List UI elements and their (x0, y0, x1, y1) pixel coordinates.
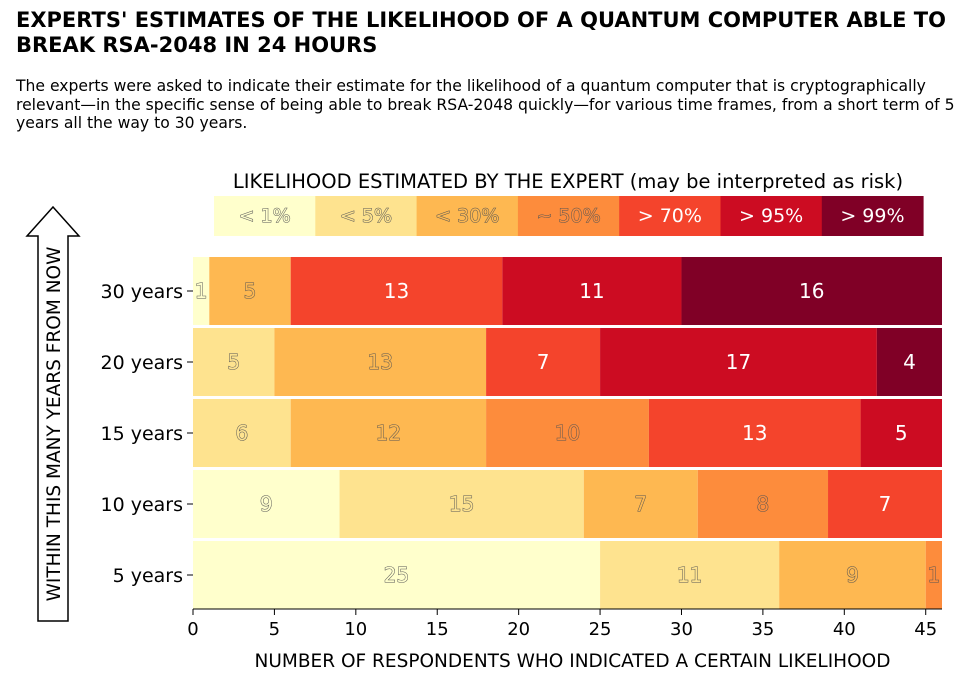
bar-value-label: 10 (555, 421, 580, 445)
bar-segment (600, 541, 780, 609)
bar-segment (193, 399, 291, 467)
bar-value-label: 13 (742, 421, 767, 445)
bar-value-label: 17 (726, 350, 751, 374)
y-tick-label: 20 years (100, 352, 183, 374)
x-tick-label: 35 (751, 619, 774, 640)
bar-segment (486, 399, 649, 467)
legend-swatch (720, 196, 823, 236)
bar-segment (193, 328, 275, 396)
bar-value-label: 6 (235, 421, 248, 445)
bar-value-label: 5 (227, 350, 240, 374)
bar-segment (486, 328, 601, 396)
x-tick-label: 45 (914, 619, 937, 640)
x-tick-label: 5 (269, 619, 280, 640)
x-axis-label: NUMBER OF RESPONDENTS WHO INDICATED A CE… (255, 651, 891, 672)
bar-value-label: 9 (260, 492, 273, 516)
bar-segment (925, 541, 942, 609)
legend-swatch (315, 196, 418, 236)
legend-label: > 95% (739, 205, 803, 227)
bar-value-label: 11 (677, 563, 702, 587)
x-tick-label: 25 (589, 619, 612, 640)
bar-value-label: 5 (895, 421, 908, 445)
bar-segment (828, 470, 942, 538)
legend-swatch (619, 196, 721, 236)
y-tick-label: 30 years (100, 281, 183, 303)
bar-segment (648, 399, 861, 467)
chart-subtitle: The experts were asked to indicate their… (16, 77, 955, 132)
y-axis-arrow (25, 205, 81, 622)
x-tick-label: 10 (344, 619, 367, 640)
bar-segment (274, 328, 487, 396)
legend-label: < 1% (239, 205, 291, 227)
bar-value-label: 12 (376, 421, 401, 445)
x-tick-label: 30 (670, 619, 693, 640)
bar-value-label: 4 (903, 350, 916, 374)
bar-segment (193, 470, 340, 538)
legend-swatch (821, 196, 924, 236)
chart-title: EXPERTS' ESTIMATES OF THE LIKELIHOOD OF … (16, 8, 946, 57)
y-axis-label: WITHIN THIS MANY YEARS FROM NOW (44, 247, 65, 602)
bar-value-label: 7 (879, 492, 892, 516)
y-tick-label: 10 years (100, 494, 183, 516)
x-tick-label: 0 (187, 619, 198, 640)
bar-value-label: 1 (195, 279, 208, 303)
bar-value-label: 15 (449, 492, 474, 516)
bar-value-label: 25 (384, 563, 409, 587)
bar-segment (290, 257, 503, 325)
bar-segment (209, 257, 291, 325)
bar-segment (860, 399, 942, 467)
bar-segment (681, 257, 942, 325)
bar-value-label: 13 (368, 350, 393, 374)
bar-value-label: 16 (799, 279, 824, 303)
y-tick-label: 15 years (100, 423, 183, 445)
bar-segment (339, 470, 584, 538)
bar-segment (290, 399, 487, 467)
bar-value-label: 9 (846, 563, 859, 587)
bar-value-label: 1 (927, 563, 940, 587)
y-tick-label: 5 years (113, 565, 183, 587)
x-tick-label: 20 (507, 619, 530, 640)
bar-segment (583, 470, 698, 538)
bar-segment (697, 470, 829, 538)
legend-swatch (517, 196, 620, 236)
x-tick-label: 15 (426, 619, 449, 640)
legend-label: ~ 50% (536, 205, 600, 227)
bar-value-label: 7 (537, 350, 550, 374)
legend-label: > 99% (840, 205, 904, 227)
legend-swatch (214, 196, 316, 236)
bar-segment (193, 541, 601, 609)
bar-value-label: 8 (757, 492, 770, 516)
bar-value-label: 11 (579, 279, 604, 303)
bar-segment (193, 257, 210, 325)
legend-label: < 30% (435, 205, 499, 227)
bar-segment (600, 328, 877, 396)
bar-segment (876, 328, 942, 396)
bar-value-label: 13 (384, 279, 409, 303)
bar-segment (502, 257, 682, 325)
bar-value-label: 5 (244, 279, 257, 303)
x-tick-label: 40 (833, 619, 856, 640)
legend-swatch (416, 196, 519, 236)
legend-title: LIKELIHOOD ESTIMATED BY THE EXPERT (may … (233, 170, 903, 193)
legend-label: < 5% (340, 205, 392, 227)
bar-segment (779, 541, 926, 609)
bar-value-label: 7 (634, 492, 647, 516)
legend-label: > 70% (638, 205, 702, 227)
